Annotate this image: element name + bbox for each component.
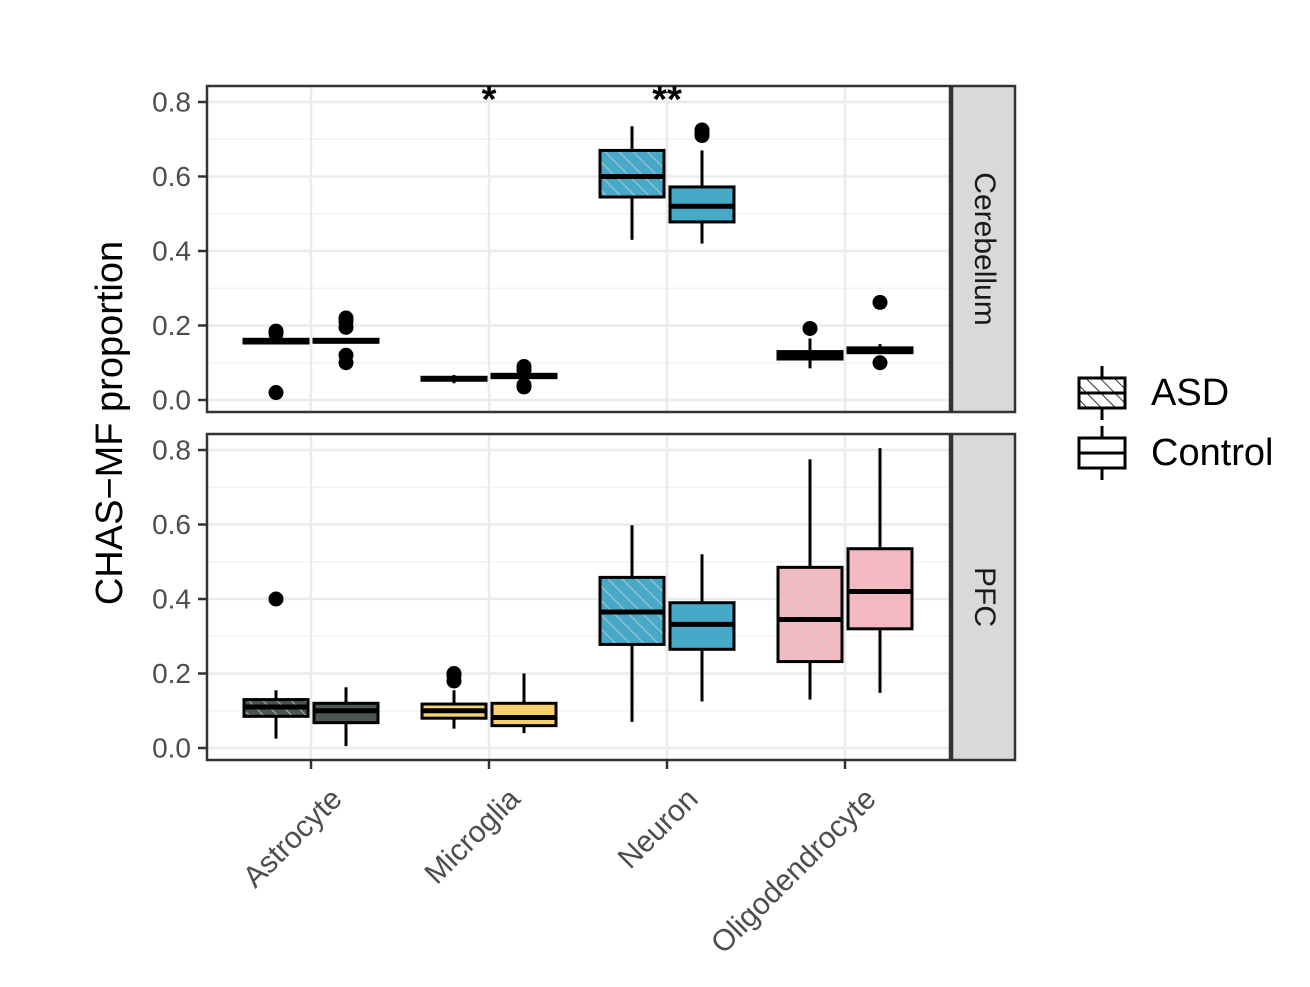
y-tick-label: 0.0 — [152, 385, 191, 416]
y-tick-label: 0.4 — [152, 236, 191, 267]
box-outline — [490, 701, 558, 728]
box-pfc-microglia-asd — [420, 666, 488, 729]
outlier-point — [446, 673, 462, 689]
box-hatch — [778, 567, 842, 662]
box-cerebellum-neuron-control — [668, 122, 736, 244]
box-cerebellum-astrocyte-asd — [242, 323, 310, 401]
outlier-point — [802, 320, 818, 336]
frame-layer — [198, 84, 1017, 769]
significance-label-neuron: ** — [652, 79, 682, 121]
box-outline — [846, 547, 914, 631]
box-outline — [598, 148, 666, 199]
outlier-point — [338, 355, 354, 371]
box-pfc-oligodendrocyte-control — [846, 448, 914, 693]
panel-border-pfc — [205, 432, 952, 762]
box-pfc-neuron-control — [668, 554, 736, 702]
legend-key-control — [1077, 426, 1127, 480]
facet-strip-pfc — [950, 432, 1017, 762]
legend-key-asd — [1077, 366, 1127, 420]
x-category-label-astrocyte: Astrocyte — [237, 782, 349, 894]
y-tick-label: 0.2 — [152, 658, 191, 689]
outlier-point — [338, 319, 354, 335]
outlier-point — [268, 385, 284, 401]
box-outline — [776, 565, 844, 664]
box-cerebellum-oligodendrocyte-asd — [776, 320, 844, 369]
x-category-label-microglia: Microglia — [418, 782, 526, 890]
legend-label-control: Control — [1151, 432, 1274, 474]
box-pfc-astrocyte-control — [312, 687, 380, 747]
outlier-point — [268, 591, 284, 607]
y-tick-label: 0.8 — [152, 435, 191, 466]
y-tick-label: 0.8 — [152, 87, 191, 118]
box-pfc-neuron-asd — [598, 525, 666, 722]
legend: ASD Control — [1077, 366, 1274, 480]
facet-strip-label-cerebellum: Cerebellum — [968, 172, 1001, 325]
box-fill — [848, 548, 912, 629]
box-cerebellum-oligodendrocyte-control — [846, 294, 914, 371]
legend-label-asd: ASD — [1151, 372, 1229, 414]
panel-border-cerebellum — [205, 84, 952, 414]
facet-strip-label-pfc: PFC — [968, 567, 1001, 627]
outlier-point — [872, 294, 888, 310]
y-tick-label: 0.6 — [152, 161, 191, 192]
boxes-layer — [242, 122, 914, 747]
significance-label-microglia: * — [482, 79, 497, 121]
box-pfc-oligodendrocyte-asd — [776, 459, 844, 700]
outlier-point — [516, 379, 532, 395]
y-tick-label: 0.4 — [152, 584, 191, 615]
box-pfc-microglia-control — [490, 673, 558, 734]
box-cerebellum-microglia-control — [490, 358, 558, 395]
box-hatch — [600, 150, 664, 197]
outlier-point — [268, 326, 284, 342]
grid-layer — [207, 86, 950, 760]
box-fill — [492, 703, 556, 726]
box-cerebellum-microglia-asd — [420, 375, 488, 384]
x-category-label-neuron: Neuron — [612, 782, 705, 875]
box-cerebellum-neuron-asd — [598, 126, 666, 240]
y-tick-label: 0.0 — [152, 733, 191, 764]
box-cerebellum-astrocyte-control — [312, 310, 380, 371]
x-category-label-oligodendrocyte: Oligodendrocyte — [705, 782, 883, 960]
outlier-point — [694, 128, 710, 144]
y-tick-label: 0.2 — [152, 310, 191, 341]
box-pfc-astrocyte-asd — [242, 591, 310, 739]
y-axis-title: CHAS−MF proportion — [89, 241, 131, 605]
outlier-point — [516, 362, 532, 378]
facet-strip-cerebellum — [950, 84, 1017, 414]
outlier-point — [872, 355, 888, 371]
y-tick-label: 0.6 — [152, 509, 191, 540]
